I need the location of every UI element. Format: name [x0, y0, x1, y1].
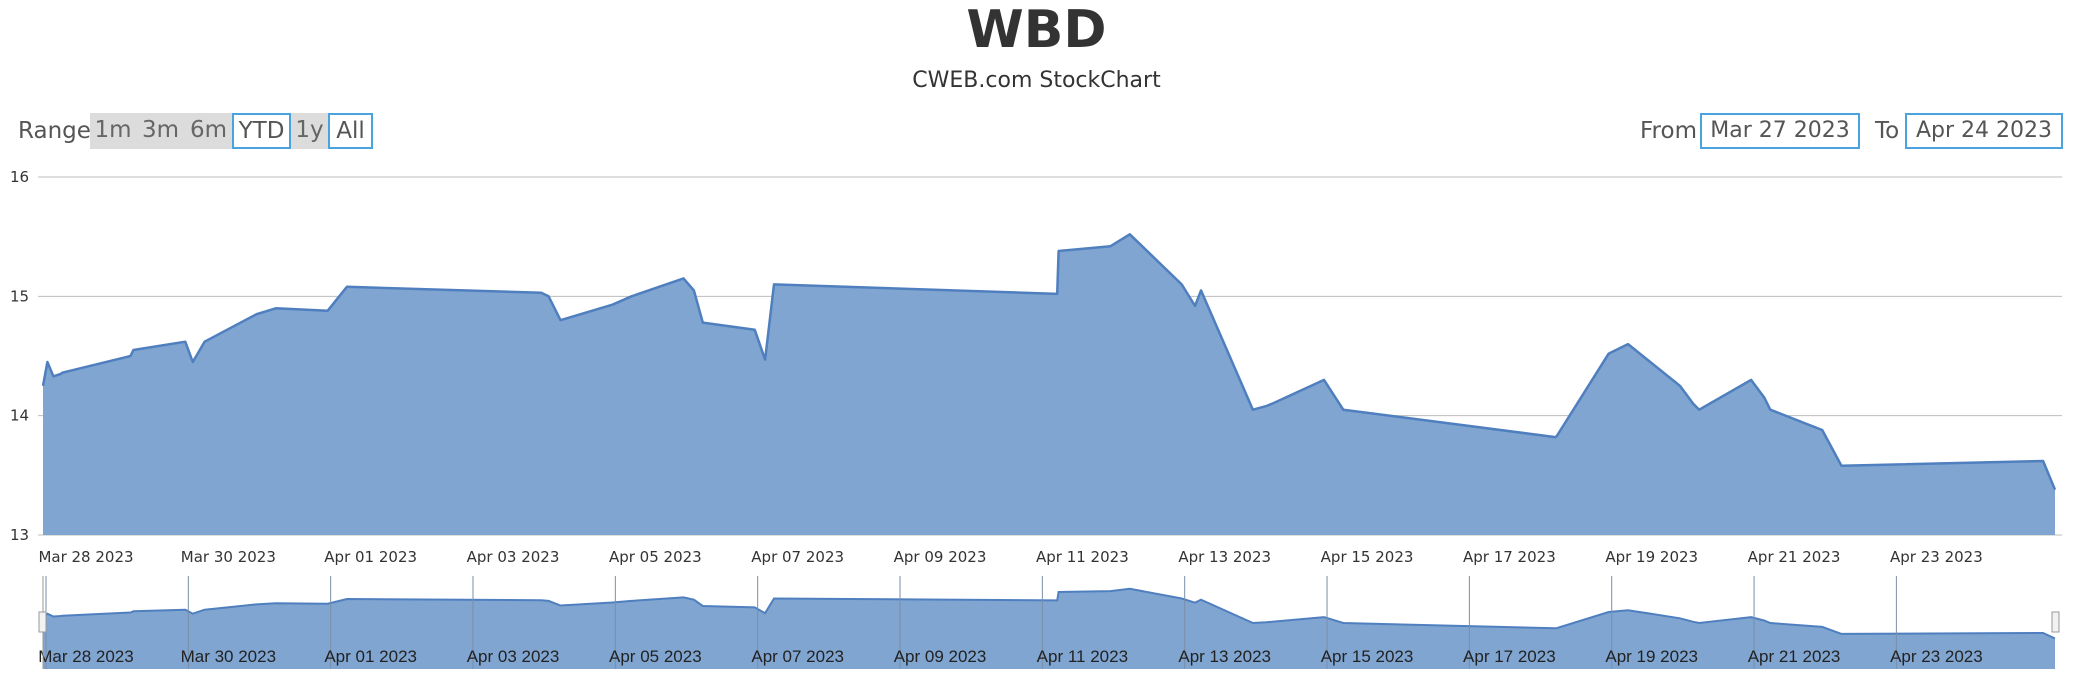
to-date-input[interactable]: Apr 24 2023	[1905, 113, 2063, 149]
range-selector-label: Range	[18, 118, 91, 144]
y-tick-label: 14	[10, 407, 29, 425]
x-tick-label: Apr 23 2023	[1890, 548, 1983, 566]
range-button-1y[interactable]: 1y	[291, 113, 328, 149]
navigator-tick-label: Apr 21 2023	[1748, 647, 1841, 666]
chart-title: WBD	[966, 0, 1107, 60]
navigator-tick-label: Apr 15 2023	[1321, 647, 1414, 666]
y-tick-label: 16	[10, 168, 29, 186]
navigator-tick-label: Mar 30 2023	[181, 647, 276, 666]
from-date-input[interactable]: Mar 27 2023	[1700, 113, 1860, 149]
x-tick-label: Mar 28 2023	[38, 548, 133, 566]
main-series	[41, 233, 2057, 536]
x-tick-label: Apr 21 2023	[1748, 548, 1841, 566]
navigator-tick-label: Apr 11 2023	[1037, 647, 1128, 666]
from-label: From	[1640, 118, 1697, 144]
x-tick-label: Apr 11 2023	[1036, 548, 1129, 566]
navigator-tick-label: Mar 28 2023	[38, 647, 133, 666]
to-label: To	[1875, 118, 1900, 144]
navigator-tick-label: Apr 09 2023	[894, 647, 987, 666]
series-area	[43, 234, 2055, 536]
navigator-tick-label: Apr 23 2023	[1890, 647, 1983, 666]
navigator-tick-label: Apr 07 2023	[751, 647, 844, 666]
x-tick-label: Apr 17 2023	[1463, 548, 1556, 566]
x-tick-label: Apr 09 2023	[894, 548, 987, 566]
navigator-tick-label: Apr 05 2023	[609, 647, 702, 666]
x-tick-label: Apr 07 2023	[751, 548, 844, 566]
x-tick-label: Mar 30 2023	[181, 548, 276, 566]
navigator-tick-label: Apr 01 2023	[324, 647, 417, 666]
navigator-tick-label: Apr 19 2023	[1605, 647, 1698, 666]
navigator-left-handle[interactable]	[38, 611, 47, 633]
x-tick-label: Apr 19 2023	[1605, 548, 1698, 566]
navigator-right-handle[interactable]	[2051, 611, 2060, 633]
y-axis: 13 14 15 16	[10, 168, 29, 544]
x-tick-label: Apr 13 2023	[1178, 548, 1271, 566]
range-button-6m[interactable]: 6m	[185, 113, 232, 149]
y-tick-label: 15	[10, 287, 29, 305]
range-button-1m[interactable]: 1m	[90, 113, 136, 149]
range-button-all[interactable]: All	[328, 113, 373, 149]
chart-subtitle: CWEB.com StockChart	[912, 68, 1161, 93]
x-tick-label: Apr 01 2023	[324, 548, 417, 566]
navigator-tick-label: Apr 03 2023	[467, 647, 560, 666]
y-tick-label: 13	[10, 526, 29, 544]
x-tick-label: Apr 05 2023	[609, 548, 702, 566]
x-tick-label: Apr 03 2023	[467, 548, 560, 566]
x-tick-label: Apr 15 2023	[1321, 548, 1414, 566]
navigator[interactable]: Mar 28 2023 Mar 30 2023 Apr 01 2023 Apr 03 …	[38, 576, 2060, 669]
range-button-ytd[interactable]: YTD	[232, 113, 291, 149]
navigator-tick-label: Apr 13 2023	[1178, 647, 1271, 666]
x-axis: Mar 28 2023 Mar 30 2023 Apr 01 2023 Apr 03 …	[38, 548, 1982, 566]
navigator-line	[42, 587, 2056, 640]
range-button-3m[interactable]: 3m	[136, 113, 185, 149]
navigator-area	[43, 588, 2055, 669]
navigator-tick-label: Apr 17 2023	[1463, 647, 1556, 666]
